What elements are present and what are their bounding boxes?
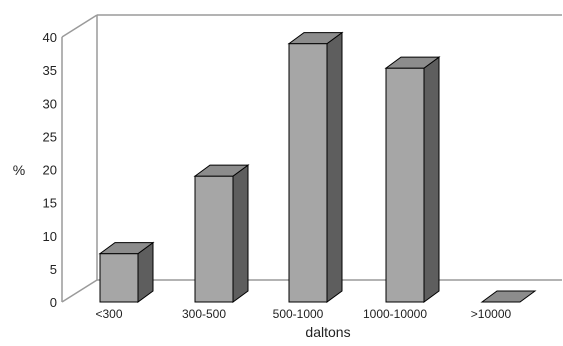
y-tick-label: 25 [43, 129, 57, 144]
x-axis-ticks: <300 300-500 500-1000 1000-10000 >10000 [95, 307, 511, 321]
bar [98, 241, 155, 303]
x-tick-label: 500-1000 [273, 307, 324, 321]
bar-top [480, 290, 537, 303]
y-tick-label: 40 [43, 30, 57, 45]
left-wall-top-edge [61, 14, 98, 38]
y-tick-label: 20 [43, 163, 57, 178]
y-axis-ticks: 0 5 10 15 20 25 30 35 40 [43, 30, 57, 310]
bar [287, 31, 344, 303]
y-tick-label: 0 [50, 295, 57, 310]
y-tick-label: 35 [43, 63, 57, 78]
bar-side [232, 164, 249, 303]
bar-side [423, 56, 440, 303]
x-tick-label: 300-500 [182, 307, 226, 321]
x-tick-label: <300 [95, 307, 122, 321]
y-tick-label: 5 [50, 262, 57, 277]
bar-front [99, 253, 139, 303]
bars [98, 31, 537, 303]
bar-top [98, 242, 155, 255]
x-tick-label: 1000-10000 [363, 307, 427, 321]
bar-front [385, 67, 425, 303]
bar [193, 164, 250, 303]
floor-left-edge [61, 279, 98, 303]
bar-front [288, 43, 328, 303]
bar-top [193, 164, 250, 177]
x-axis-label: daltons [305, 324, 350, 340]
bar-top [384, 56, 441, 69]
y-axis-label: % [13, 162, 25, 178]
y-tick-label: 15 [43, 196, 57, 211]
y-tick-label: 30 [43, 96, 57, 111]
bar [480, 290, 537, 303]
bar-top [287, 32, 344, 45]
y-tick-label: 10 [43, 229, 57, 244]
bar-front [194, 175, 234, 303]
x-tick-label: >10000 [471, 307, 512, 321]
bar-side [326, 31, 343, 303]
bar [384, 56, 441, 303]
